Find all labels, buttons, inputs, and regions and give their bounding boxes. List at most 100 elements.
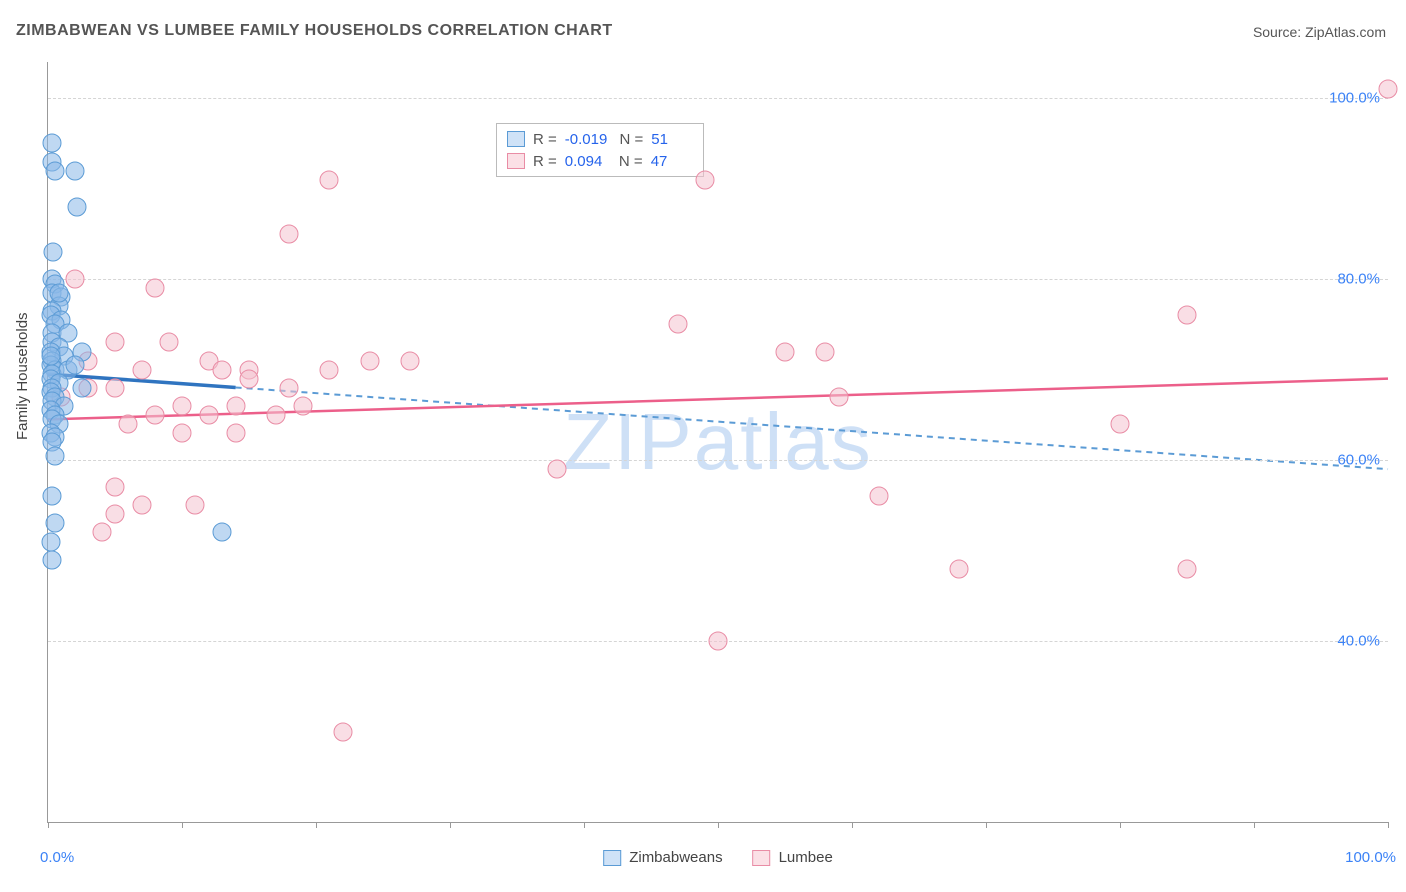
- scatter-point-lumbee: [1111, 414, 1130, 433]
- scatter-point-lumbee: [106, 478, 125, 497]
- legend-item-zimbabweans: Zimbabweans: [603, 849, 722, 866]
- scatter-point-zimbabweans: [65, 356, 84, 375]
- scatter-point-lumbee: [106, 333, 125, 352]
- scatter-point-zimbabweans: [44, 243, 63, 262]
- scatter-point-lumbee: [65, 270, 84, 289]
- scatter-point-lumbee: [240, 369, 259, 388]
- scatter-point-lumbee: [132, 496, 151, 515]
- scatter-point-lumbee: [320, 360, 339, 379]
- x-tick: [1254, 822, 1255, 828]
- scatter-point-lumbee: [869, 487, 888, 506]
- scatter-point-lumbee: [266, 405, 285, 424]
- scatter-point-lumbee: [293, 396, 312, 415]
- scatter-point-lumbee: [776, 342, 795, 361]
- x-max-label: 100.0%: [1345, 849, 1396, 866]
- scatter-point-lumbee: [829, 387, 848, 406]
- r-value: 0.094: [565, 153, 607, 170]
- legend-label: Zimbabweans: [629, 849, 722, 866]
- x-tick: [852, 822, 853, 828]
- scatter-point-zimbabweans: [41, 532, 60, 551]
- scatter-point-zimbabweans: [72, 378, 91, 397]
- scatter-point-zimbabweans: [43, 487, 62, 506]
- correlation-row-lumbee: R = 0.094 N = 47: [507, 150, 693, 172]
- scatter-point-zimbabweans: [213, 523, 232, 542]
- x-tick: [48, 822, 49, 828]
- scatter-point-lumbee: [320, 170, 339, 189]
- x-tick: [986, 822, 987, 828]
- scatter-point-lumbee: [132, 360, 151, 379]
- x-tick: [718, 822, 719, 828]
- scatter-point-lumbee: [199, 405, 218, 424]
- scatter-point-lumbee: [146, 405, 165, 424]
- scatter-point-lumbee: [159, 333, 178, 352]
- y-tick-label: 60.0%: [1337, 452, 1380, 469]
- correlation-legend: R = -0.019 N = 51 R = 0.094 N = 47: [496, 123, 704, 177]
- scatter-point-zimbabweans: [68, 197, 87, 216]
- series-legend: Zimbabweans Lumbee: [603, 849, 833, 866]
- scatter-point-zimbabweans: [65, 161, 84, 180]
- scatter-point-lumbee: [280, 378, 299, 397]
- swatch-icon: [507, 153, 525, 169]
- scatter-point-lumbee: [173, 423, 192, 442]
- scatter-point-lumbee: [695, 170, 714, 189]
- scatter-point-lumbee: [213, 360, 232, 379]
- scatter-point-zimbabweans: [43, 134, 62, 153]
- scatter-point-lumbee: [400, 351, 419, 370]
- y-tick-label: 80.0%: [1337, 271, 1380, 288]
- scatter-point-lumbee: [146, 279, 165, 298]
- x-tick: [316, 822, 317, 828]
- scatter-point-lumbee: [106, 378, 125, 397]
- scatter-point-lumbee: [1178, 306, 1197, 325]
- scatter-point-lumbee: [226, 396, 245, 415]
- scatter-point-zimbabweans: [45, 446, 64, 465]
- r-label: R =: [533, 131, 557, 148]
- plot-area: ZIPatlas R = -0.019 N = 51 R = 0.094 N =…: [47, 62, 1388, 823]
- r-value: -0.019: [565, 131, 608, 148]
- n-value: 47: [651, 153, 693, 170]
- y-tick-label: 40.0%: [1337, 633, 1380, 650]
- scatter-point-lumbee: [186, 496, 205, 515]
- scatter-point-lumbee: [548, 460, 567, 479]
- gridline: [48, 460, 1388, 461]
- scatter-point-zimbabweans: [45, 514, 64, 533]
- swatch-icon: [603, 850, 621, 866]
- scatter-point-zimbabweans: [49, 283, 68, 302]
- scatter-point-lumbee: [1379, 80, 1398, 99]
- swatch-icon: [507, 131, 525, 147]
- scatter-point-lumbee: [226, 423, 245, 442]
- trend-lines: [48, 62, 1388, 822]
- x-tick: [450, 822, 451, 828]
- source-attribution: Source: ZipAtlas.com: [1253, 24, 1386, 40]
- legend-item-lumbee: Lumbee: [753, 849, 833, 866]
- scatter-point-zimbabweans: [41, 347, 60, 366]
- y-tick-label: 100.0%: [1329, 90, 1380, 107]
- scatter-point-lumbee: [280, 224, 299, 243]
- n-label: N =: [615, 131, 643, 148]
- scatter-point-lumbee: [173, 396, 192, 415]
- scatter-point-lumbee: [950, 559, 969, 578]
- scatter-point-lumbee: [92, 523, 111, 542]
- scatter-point-lumbee: [333, 722, 352, 741]
- scatter-point-lumbee: [1178, 559, 1197, 578]
- correlation-row-zimbabweans: R = -0.019 N = 51: [507, 128, 693, 150]
- x-tick: [584, 822, 585, 828]
- n-value: 51: [651, 131, 693, 148]
- n-label: N =: [615, 153, 643, 170]
- scatter-point-lumbee: [360, 351, 379, 370]
- legend-label: Lumbee: [779, 849, 833, 866]
- x-tick: [1120, 822, 1121, 828]
- y-axis-label: Family Households: [14, 312, 31, 440]
- x-tick: [182, 822, 183, 828]
- chart-title: ZIMBABWEAN VS LUMBEE FAMILY HOUSEHOLDS C…: [16, 22, 613, 40]
- scatter-point-lumbee: [106, 505, 125, 524]
- scatter-point-lumbee: [816, 342, 835, 361]
- x-tick: [1388, 822, 1389, 828]
- swatch-icon: [753, 850, 771, 866]
- scatter-point-lumbee: [709, 632, 728, 651]
- r-label: R =: [533, 153, 557, 170]
- gridline: [48, 98, 1388, 99]
- scatter-point-lumbee: [119, 414, 138, 433]
- scatter-point-zimbabweans: [43, 550, 62, 569]
- scatter-point-lumbee: [668, 315, 687, 334]
- x-min-label: 0.0%: [40, 849, 74, 866]
